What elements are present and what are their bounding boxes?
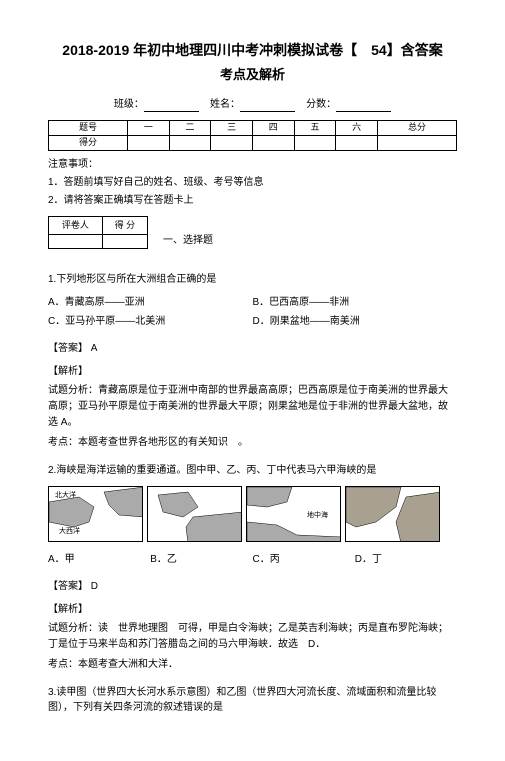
q2-opt-b: B．乙 (150, 550, 252, 569)
q2-stem: 2.海峡是海洋运输的重要通道。图中甲、乙、丙、丁中代表马六甲海峡的是 (48, 463, 457, 478)
notice-header: 注意事项： (48, 157, 457, 172)
scorer-table: 评卷人 得 分 (48, 216, 148, 250)
table-cell: 二 (169, 120, 211, 135)
map1-label1: 北大洋 (55, 491, 76, 502)
scorer-label: 评卷人 (49, 216, 103, 235)
q1-opt-a: A．青藏高原——亚洲 (48, 293, 253, 312)
table-cell[interactable] (252, 135, 294, 150)
table-cell: 得分 (49, 135, 128, 150)
q1-kaodian: 考点：本题考查世界各地形区的有关知识 。 (48, 435, 457, 451)
map-4 (345, 486, 440, 542)
q2-answer: 【答案】 D (48, 579, 457, 594)
answer-label: 【答案】 (48, 343, 88, 354)
section-1-label: 一、选择题 (163, 233, 457, 248)
map-2 (147, 486, 242, 542)
table-cell: 五 (294, 120, 336, 135)
class-label: 班级： (114, 99, 144, 110)
score-table: 题号 一 二 三 四 五 六 总分 得分 (48, 120, 457, 151)
q1-answer: 【答案】 A (48, 341, 457, 356)
q1-opt-b: B．巴西高原——非洲 (253, 293, 458, 312)
q1-options: A．青藏高原——亚洲 B．巴西高原——非洲 C．亚马孙平原——北美洲 D．刚果盆… (48, 293, 457, 331)
map-1: 北大洋 大西洋 (48, 486, 143, 542)
q1-opt-c: C．亚马孙平原——北美洲 (48, 312, 253, 331)
table-cell[interactable] (211, 135, 253, 150)
score-label-cell: 得 分 (102, 216, 147, 235)
table-cell: 题号 (49, 120, 128, 135)
q1-opt-d: D．刚果盆地——南美洲 (253, 312, 458, 331)
table-cell[interactable] (336, 135, 378, 150)
q1-analysis-label: 【解析】 (48, 364, 457, 379)
name-blank[interactable] (240, 101, 295, 112)
notice-2: 2．请将答案正确填写在答题卡上 (48, 193, 457, 208)
table-cell[interactable] (377, 135, 456, 150)
answer-value: A (91, 343, 98, 354)
score-label: 分数： (306, 99, 336, 110)
table-cell[interactable] (128, 135, 170, 150)
answer-value: D (91, 581, 98, 592)
table-cell: 六 (336, 120, 378, 135)
name-label: 姓名： (210, 99, 240, 110)
map3-label: 地中海 (307, 511, 328, 522)
q2-opt-c: C．丙 (253, 550, 355, 569)
q3-stem: 3.读甲图（世界四大长河水系示意图）和乙图（世界四大河流长度、流域面积和流量比较… (48, 685, 457, 715)
score-blank-cell[interactable] (102, 235, 147, 249)
q2-analysis-label: 【解析】 (48, 602, 457, 617)
q2-opt-d: D．丁 (355, 550, 457, 569)
q2-analysis-text: 试题分析：读 世界地理图 可得，甲是白令海峡；乙是英吉利海峡；丙是直布罗陀海峡；… (48, 621, 457, 653)
table-cell: 四 (252, 120, 294, 135)
q2-opt-a: A．甲 (48, 550, 150, 569)
score-blank[interactable] (336, 101, 391, 112)
q2-maps: 北大洋 大西洋 地中海 (48, 486, 457, 542)
doc-title-line1: 2018-2019 年初中地理四川中考冲刺模拟试卷【 54】含答案 (48, 40, 457, 61)
q2-options: A．甲 B．乙 C．丙 D．丁 (48, 550, 457, 569)
table-cell[interactable] (169, 135, 211, 150)
map1-label2: 大西洋 (59, 527, 80, 538)
table-row: 题号 一 二 三 四 五 六 总分 (49, 120, 457, 135)
class-blank[interactable] (144, 101, 199, 112)
q1-analysis-text: 试题分析：青藏高原是位于亚洲中南部的世界最高高原；巴西高原是位于南美洲的世界最大… (48, 383, 457, 431)
student-info-row: 班级： 姓名： 分数： (48, 97, 457, 112)
table-cell[interactable] (294, 135, 336, 150)
scorer-blank[interactable] (49, 235, 103, 249)
table-cell: 三 (211, 120, 253, 135)
table-row: 得分 (49, 135, 457, 150)
table-cell: 一 (128, 120, 170, 135)
q1-stem: 1.下列地形区与所在大洲组合正确的是 (48, 272, 457, 287)
answer-label: 【答案】 (48, 581, 88, 592)
q2-kaodian: 考点：本题考查大洲和大洋． (48, 657, 457, 673)
doc-title-line2: 考点及解析 (48, 65, 457, 85)
map-3: 地中海 (246, 486, 341, 542)
table-cell: 总分 (377, 120, 456, 135)
notice-1: 1．答题前填写好自己的姓名、班级、考号等信息 (48, 175, 457, 190)
